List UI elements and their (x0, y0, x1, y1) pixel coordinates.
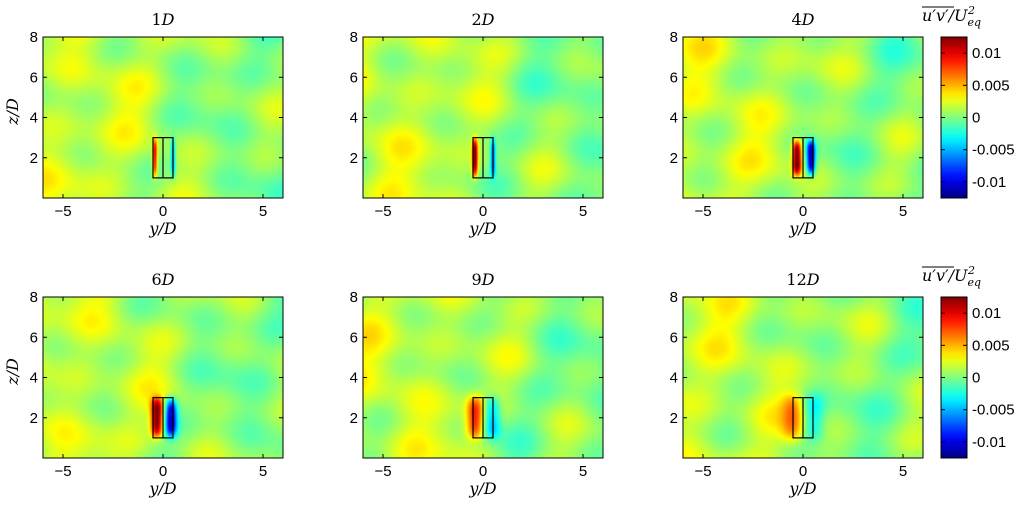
x-axis-label: y/D (468, 479, 496, 498)
y-tick-label: 2 (670, 150, 678, 167)
y-tick-label: 6 (670, 69, 678, 86)
panel-title: 4D (791, 10, 814, 29)
panel-title: 6D (151, 270, 174, 289)
panels: −5 0 5 2 4 6 8 1D y/D z/D −5 0 5 2 4 6 8 2D y/D −5 0 5 2 4 6 8 4D y… (3, 10, 924, 498)
colorbar-tick-label: -0.01 (972, 174, 1006, 191)
y-tick-label: 2 (350, 150, 358, 167)
colorbar-tick-label: 0.005 (972, 77, 1010, 94)
x-tick-label: 5 (579, 463, 587, 480)
panel-12D: −5 0 5 2 4 6 8 12D y/D (670, 270, 924, 498)
panel-title: 2D (471, 10, 494, 29)
x-tick-label: −5 (374, 203, 391, 220)
y-tick-label: 6 (30, 329, 38, 346)
panel-title: 1D (151, 10, 174, 29)
x-tick-label: 0 (479, 463, 487, 480)
x-tick-label: 5 (259, 463, 267, 480)
x-tick-label: −5 (54, 463, 71, 480)
colorbar-tick-label: 0 (972, 110, 980, 127)
y-tick-label: 4 (30, 370, 38, 387)
y-tick-label: 2 (350, 410, 358, 427)
panel-9D: −5 0 5 2 4 6 8 9D y/D (350, 270, 604, 498)
x-axis-label: y/D (788, 479, 816, 498)
panel-1D: −5 0 5 2 4 6 8 1D y/D z/D (3, 10, 284, 238)
colorbar-tick-label: 0.01 (972, 45, 1001, 62)
x-tick-label: 0 (159, 203, 167, 220)
x-axis-label: y/D (468, 219, 496, 238)
y-tick-label: 4 (670, 110, 678, 127)
colorbars: 0.010.0050-0.005-0.01u′v′/Ueq20.010.0050… (922, 4, 1015, 459)
y-tick-label: 2 (30, 410, 38, 427)
y-tick-label: 2 (670, 410, 678, 427)
y-tick-label: 8 (670, 29, 678, 46)
y-tick-label: 6 (350, 329, 358, 346)
y-tick-label: 8 (30, 289, 38, 306)
x-tick-label: 5 (899, 203, 907, 220)
panel-6D: −5 0 5 2 4 6 8 6D y/D z/D (3, 270, 284, 498)
y-tick-label: 2 (30, 150, 38, 167)
colorbar-label: u′v′/Ueq2 (922, 264, 981, 289)
y-tick-label: 4 (670, 370, 678, 387)
x-tick-label: 0 (479, 203, 487, 220)
panel-2D: −5 0 5 2 4 6 8 2D y/D (350, 10, 604, 238)
colorbar-tick-label: 0.005 (972, 337, 1010, 354)
y-tick-label: 8 (350, 29, 358, 46)
colorbar-gradient (940, 36, 968, 199)
y-tick-label: 8 (670, 289, 678, 306)
x-tick-label: −5 (374, 463, 391, 480)
colorbar-2: 0.01 0.005 0 -0.005 -0.01 u′v′/Ueq2 (922, 264, 1015, 459)
panel-title: 12D (786, 270, 819, 289)
x-tick-label: −5 (694, 463, 711, 480)
y-tick-label: 8 (350, 289, 358, 306)
panel-title: 9D (471, 270, 494, 289)
colorbar-1: 0.01 0.005 0 -0.005 -0.01 u′v′/Ueq2 (922, 4, 1015, 199)
x-tick-label: 0 (159, 463, 167, 480)
y-tick-label: 4 (30, 110, 38, 127)
x-tick-label: 0 (799, 203, 807, 220)
colorbar-label: u′v′/Ueq2 (922, 4, 981, 29)
x-tick-label: 5 (899, 463, 907, 480)
x-axis-label: y/D (148, 479, 176, 498)
x-tick-label: 5 (259, 203, 267, 220)
y-axis-label: z/D (3, 358, 22, 386)
colorbar-tick-label: 0.01 (972, 305, 1001, 322)
x-axis-label: y/D (148, 219, 176, 238)
colorbar-tick-label: 0 (972, 370, 980, 387)
y-tick-label: 4 (350, 110, 358, 127)
x-tick-label: −5 (694, 203, 711, 220)
colorbar-tick-label: -0.005 (972, 142, 1015, 159)
panel-4D: −5 0 5 2 4 6 8 4D y/D (670, 10, 924, 238)
y-tick-label: 8 (30, 29, 38, 46)
x-tick-label: 0 (799, 463, 807, 480)
y-tick-label: 4 (350, 370, 358, 387)
y-tick-label: 6 (670, 329, 678, 346)
y-axis-label: z/D (3, 98, 22, 126)
colorbar-tick-label: -0.01 (972, 434, 1006, 451)
x-tick-label: −5 (54, 203, 71, 220)
y-tick-label: 6 (350, 69, 358, 86)
y-tick-label: 6 (30, 69, 38, 86)
x-tick-label: 5 (579, 203, 587, 220)
x-axis-label: y/D (788, 219, 816, 238)
colorbar-tick-label: -0.005 (972, 402, 1015, 419)
